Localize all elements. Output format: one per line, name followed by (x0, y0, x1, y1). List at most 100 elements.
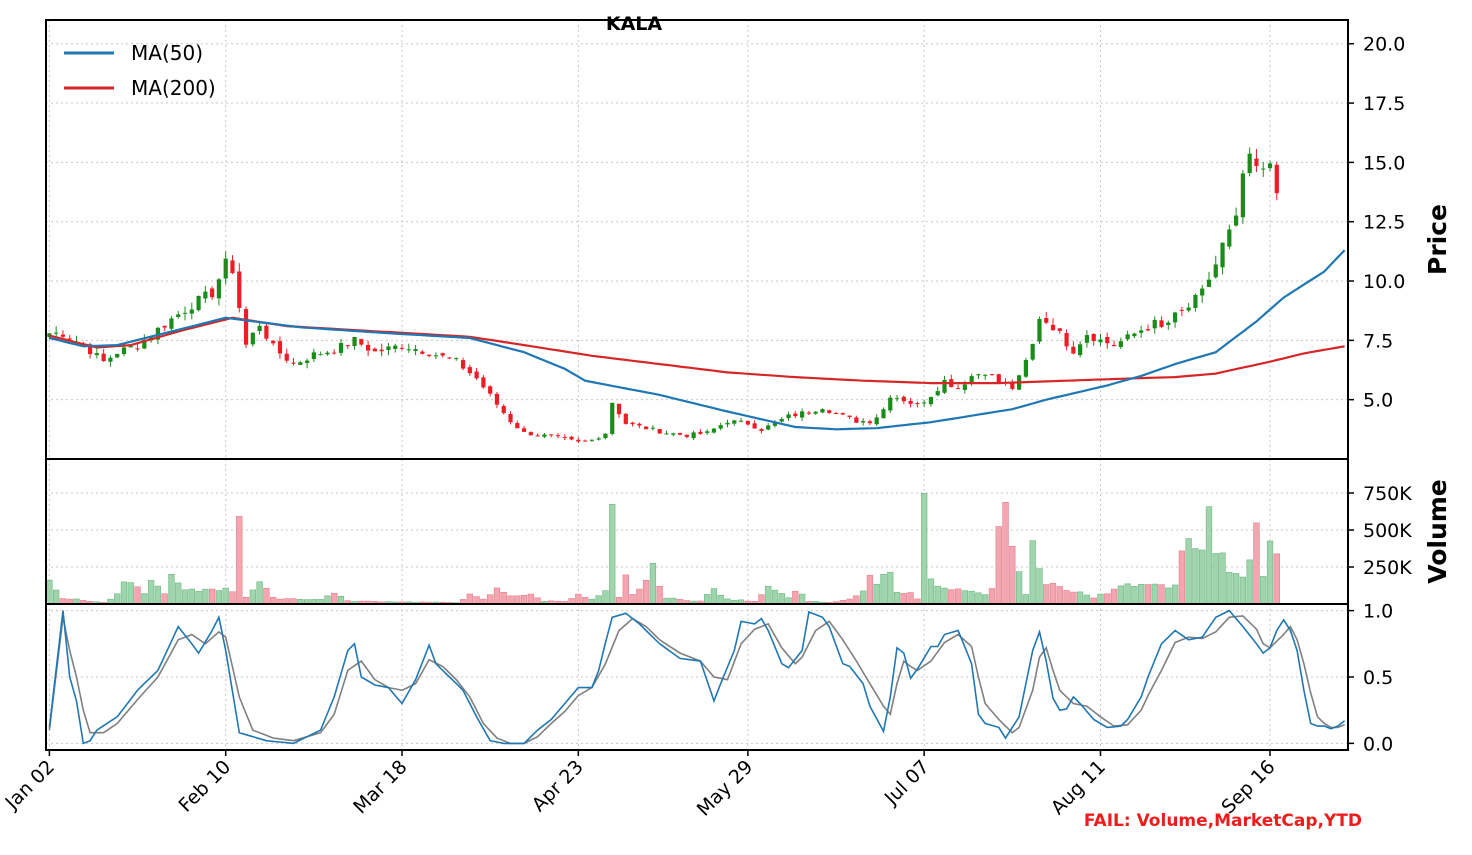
candle-body (243, 309, 249, 345)
candle-body (1247, 153, 1252, 174)
candle-body (474, 371, 479, 379)
volume-bar (147, 580, 155, 605)
volume-bar (1063, 590, 1070, 605)
candle-body (1132, 333, 1137, 337)
volume-bar (1205, 506, 1213, 605)
candle-body (922, 402, 927, 404)
volume-bar (242, 596, 250, 605)
volume-bar (229, 591, 236, 605)
candle-body (793, 413, 798, 417)
candle-body (1200, 288, 1205, 296)
candle-body (779, 419, 784, 422)
candle-body (983, 374, 988, 376)
x-tick-label: Apr 23 (528, 756, 588, 816)
candle-body (867, 421, 873, 424)
price-tick-label: 5.0 (1363, 390, 1393, 412)
volume-bar (208, 588, 216, 605)
volume-bar (195, 590, 202, 605)
price-panel-frame (45, 19, 1349, 460)
candle-body (800, 411, 805, 418)
candle-body (623, 413, 628, 424)
candle-body (1206, 279, 1212, 287)
candle-body (284, 353, 289, 361)
candle-body (589, 439, 594, 441)
volume-bar (493, 587, 501, 605)
candle-body (535, 435, 540, 437)
volume-bar (175, 582, 182, 605)
volume-bar (887, 571, 894, 605)
candle-body (196, 296, 201, 311)
candle-body (1186, 307, 1191, 311)
volume-y-axis: 250K 500K 750K (1348, 483, 1412, 579)
candle-body (1098, 339, 1103, 343)
volume-bar (710, 588, 718, 605)
volume-bar (1178, 550, 1186, 605)
volume-bar (1165, 587, 1172, 605)
candle-body (1172, 312, 1178, 323)
candle-body (521, 428, 527, 432)
candle-body (691, 432, 696, 439)
volume-bar (1260, 576, 1267, 605)
candle-body (440, 353, 445, 356)
volume-bar (1056, 586, 1063, 605)
candle-body (684, 434, 689, 437)
candle-body (420, 351, 425, 354)
volume-bar (256, 581, 263, 605)
candle-body (298, 362, 303, 365)
volume-bar (961, 590, 969, 605)
volume-bar (893, 591, 901, 605)
volume-bar (704, 594, 711, 605)
volume-bar (907, 592, 914, 605)
candle-body (501, 406, 506, 414)
candle-body (786, 414, 791, 419)
candle-body (542, 434, 547, 437)
candle-body (562, 437, 567, 439)
candle-body (318, 354, 323, 356)
candle-body (1274, 164, 1279, 194)
volume-bar (1043, 584, 1050, 605)
candle-body (766, 425, 771, 430)
candle-body (162, 325, 167, 328)
volume-bar (473, 596, 480, 605)
volume-bar (1124, 583, 1131, 605)
x-tick-label: Mar 18 (349, 756, 411, 818)
candle-body (827, 410, 832, 413)
candle-body (359, 339, 364, 345)
volume-bar (188, 588, 195, 605)
volume-bar (168, 574, 175, 605)
candle-body (250, 332, 255, 345)
volume-bar (1138, 583, 1145, 605)
candle-body (47, 333, 52, 338)
candle-body (1179, 309, 1184, 311)
volume-bar (514, 595, 521, 605)
candle-body (901, 396, 906, 402)
volume-bar (934, 585, 941, 605)
candle-body (705, 431, 710, 433)
candle-body (304, 360, 310, 363)
candle-body (386, 346, 391, 351)
volume-bar (1212, 553, 1219, 605)
candle-body (549, 434, 554, 436)
candle-body (128, 346, 133, 348)
candle-body (644, 426, 649, 430)
candle-body (677, 433, 683, 435)
candle-body (427, 354, 432, 356)
volume-bar (1083, 594, 1091, 605)
price-tick-label: 20.0 (1363, 34, 1405, 56)
volume-bar (1104, 593, 1111, 605)
candle-body (332, 352, 337, 354)
candle-body (1139, 330, 1144, 333)
candle-body (494, 393, 500, 405)
candle-body (915, 403, 920, 405)
candle-body (508, 413, 513, 423)
volume-bar (927, 578, 935, 605)
candle-body (121, 347, 127, 355)
volume-bar (487, 594, 494, 605)
volume-bar (249, 589, 256, 605)
candle-body (1091, 333, 1096, 342)
candle-body (955, 388, 961, 390)
volume-bar (1144, 584, 1152, 605)
candle-body (759, 429, 764, 431)
volume-bar (873, 583, 880, 605)
volume-bar (1022, 594, 1030, 605)
